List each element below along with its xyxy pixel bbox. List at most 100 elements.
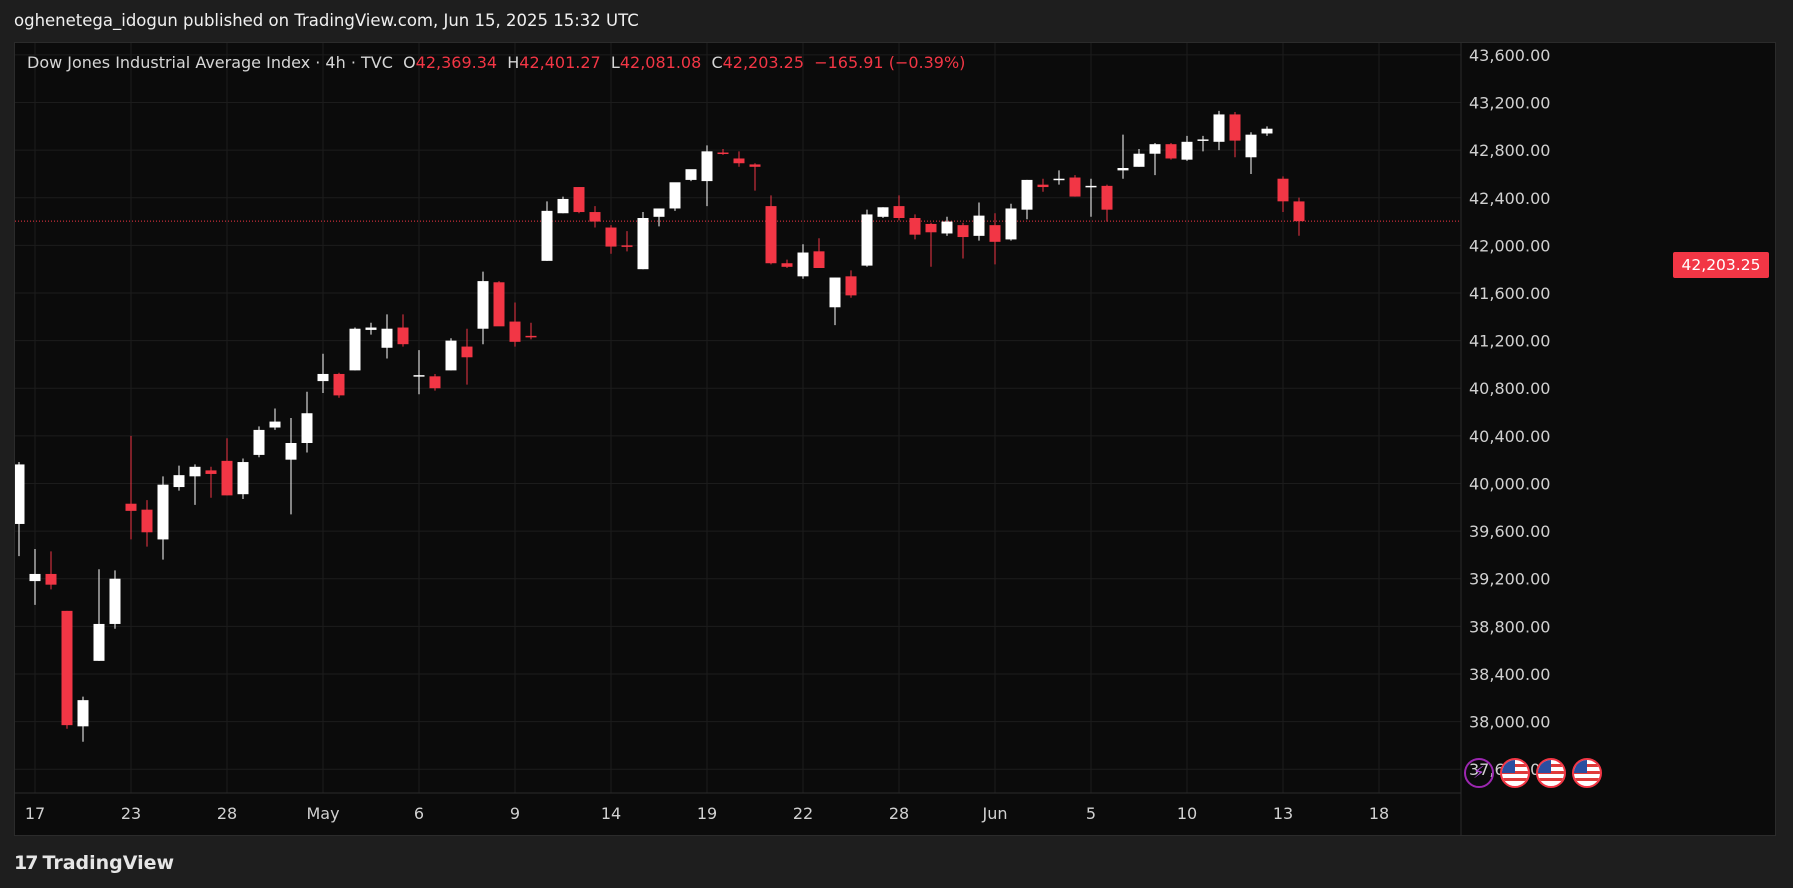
candle (525, 322, 537, 340)
candle (333, 372, 345, 398)
candle-body (445, 340, 457, 371)
candle (749, 163, 761, 191)
candle (1245, 132, 1257, 174)
lightning-icon[interactable]: ⚡ (1464, 758, 1494, 788)
candle (1165, 143, 1177, 160)
candle (893, 195, 905, 221)
candle-body (685, 169, 697, 180)
candle (349, 327, 361, 371)
candle (125, 435, 137, 540)
change-value: −165.91 (−0.39%) (814, 53, 966, 72)
candle (829, 277, 841, 326)
candle (1181, 135, 1193, 161)
close-label: C (711, 53, 723, 72)
candle-body (749, 164, 761, 167)
high-value: 42,401.27 (519, 53, 601, 72)
us-flag-icon[interactable] (1572, 758, 1602, 788)
x-tick-label: 22 (793, 804, 813, 823)
candle (45, 551, 57, 590)
open-value: 42,369.34 (415, 53, 498, 72)
candlestick-chart[interactable]: 37,600.0038,000.0038,400.0038,800.0039,2… (15, 43, 1775, 835)
candle (1101, 184, 1113, 222)
candle (845, 270, 857, 298)
candles (15, 110, 1305, 742)
candle-body (461, 346, 473, 358)
candle-body (717, 152, 729, 155)
candle-body (15, 464, 25, 524)
candle-body (1245, 134, 1257, 158)
candle (797, 244, 809, 279)
candle-body (669, 182, 681, 209)
candle-body (1069, 177, 1081, 197)
candle-body (893, 206, 905, 218)
candle (557, 196, 569, 214)
candle-body (541, 210, 553, 261)
x-tick-label: 14 (601, 804, 621, 823)
candle-body (1037, 184, 1049, 188)
candle (301, 391, 313, 453)
candle (717, 148, 729, 155)
x-tick-label: 28 (889, 804, 909, 823)
candle-body (1213, 114, 1225, 142)
candle (877, 207, 889, 218)
candle (509, 302, 521, 347)
y-tick-label: 41,600.00 (1469, 284, 1550, 303)
candle-body (877, 207, 889, 217)
candle-body (93, 623, 105, 661)
candle-body (77, 700, 89, 727)
candle-body (1261, 128, 1273, 134)
x-tick-label: May (306, 804, 339, 823)
candle (573, 187, 585, 214)
candle (77, 696, 89, 742)
x-tick-label: 17 (25, 804, 45, 823)
candle (493, 281, 505, 327)
close-value: 42,203.25 (722, 53, 805, 72)
us-flag-icon[interactable] (1536, 758, 1566, 788)
candle (1069, 175, 1081, 197)
y-tick-label: 42,400.00 (1469, 189, 1550, 208)
last-price-tag: 42,203.25 (1673, 252, 1769, 278)
candle-body (349, 328, 361, 371)
candle-body (1117, 168, 1129, 171)
y-tick-label: 39,600.00 (1469, 522, 1550, 541)
tradingview-logo[interactable]: 17 TradingView (14, 846, 174, 880)
candle (1293, 197, 1305, 236)
candle (701, 145, 713, 207)
chart-panel[interactable]: 37,600.0038,000.0038,400.0038,800.0039,2… (14, 42, 1776, 836)
candle (61, 610, 73, 729)
candle-body (141, 509, 153, 533)
candle-body (1181, 141, 1193, 160)
candle-body (157, 484, 169, 540)
candle-body (269, 421, 281, 428)
candle (429, 373, 441, 391)
candle-body (61, 610, 73, 726)
candle-body (781, 263, 793, 267)
candle (957, 222, 969, 259)
candle-body (573, 187, 585, 213)
tradingview-logo-icon: 17 (14, 852, 38, 874)
candle (1213, 110, 1225, 151)
candle (541, 201, 553, 261)
brand-name: TradingView (42, 852, 175, 874)
candle-body (637, 218, 649, 270)
candle (269, 408, 281, 430)
candle (1277, 176, 1289, 213)
candle (685, 169, 697, 182)
candle (1053, 170, 1065, 185)
price-axis[interactable]: 37,600.0038,000.0038,400.0038,800.0039,2… (1469, 46, 1550, 779)
candle (189, 464, 201, 505)
candle-body (701, 151, 713, 182)
candle (93, 569, 105, 661)
candle-body (861, 214, 873, 266)
candle (461, 328, 473, 385)
open-label: O (403, 53, 416, 72)
y-tick-label: 40,800.00 (1469, 379, 1550, 398)
y-tick-label: 41,200.00 (1469, 332, 1550, 351)
time-axis[interactable]: 17 23 28 May 6 9 14 19 22 28 Jun 5 10 13 18 (25, 804, 1389, 823)
symbol-title: Dow Jones Industrial Average Index · 4h … (27, 53, 393, 72)
grid-lines (15, 43, 1461, 793)
candle-body (1085, 185, 1097, 188)
candle (1133, 148, 1145, 167)
candle (621, 231, 633, 252)
us-flag-icon[interactable] (1500, 758, 1530, 788)
